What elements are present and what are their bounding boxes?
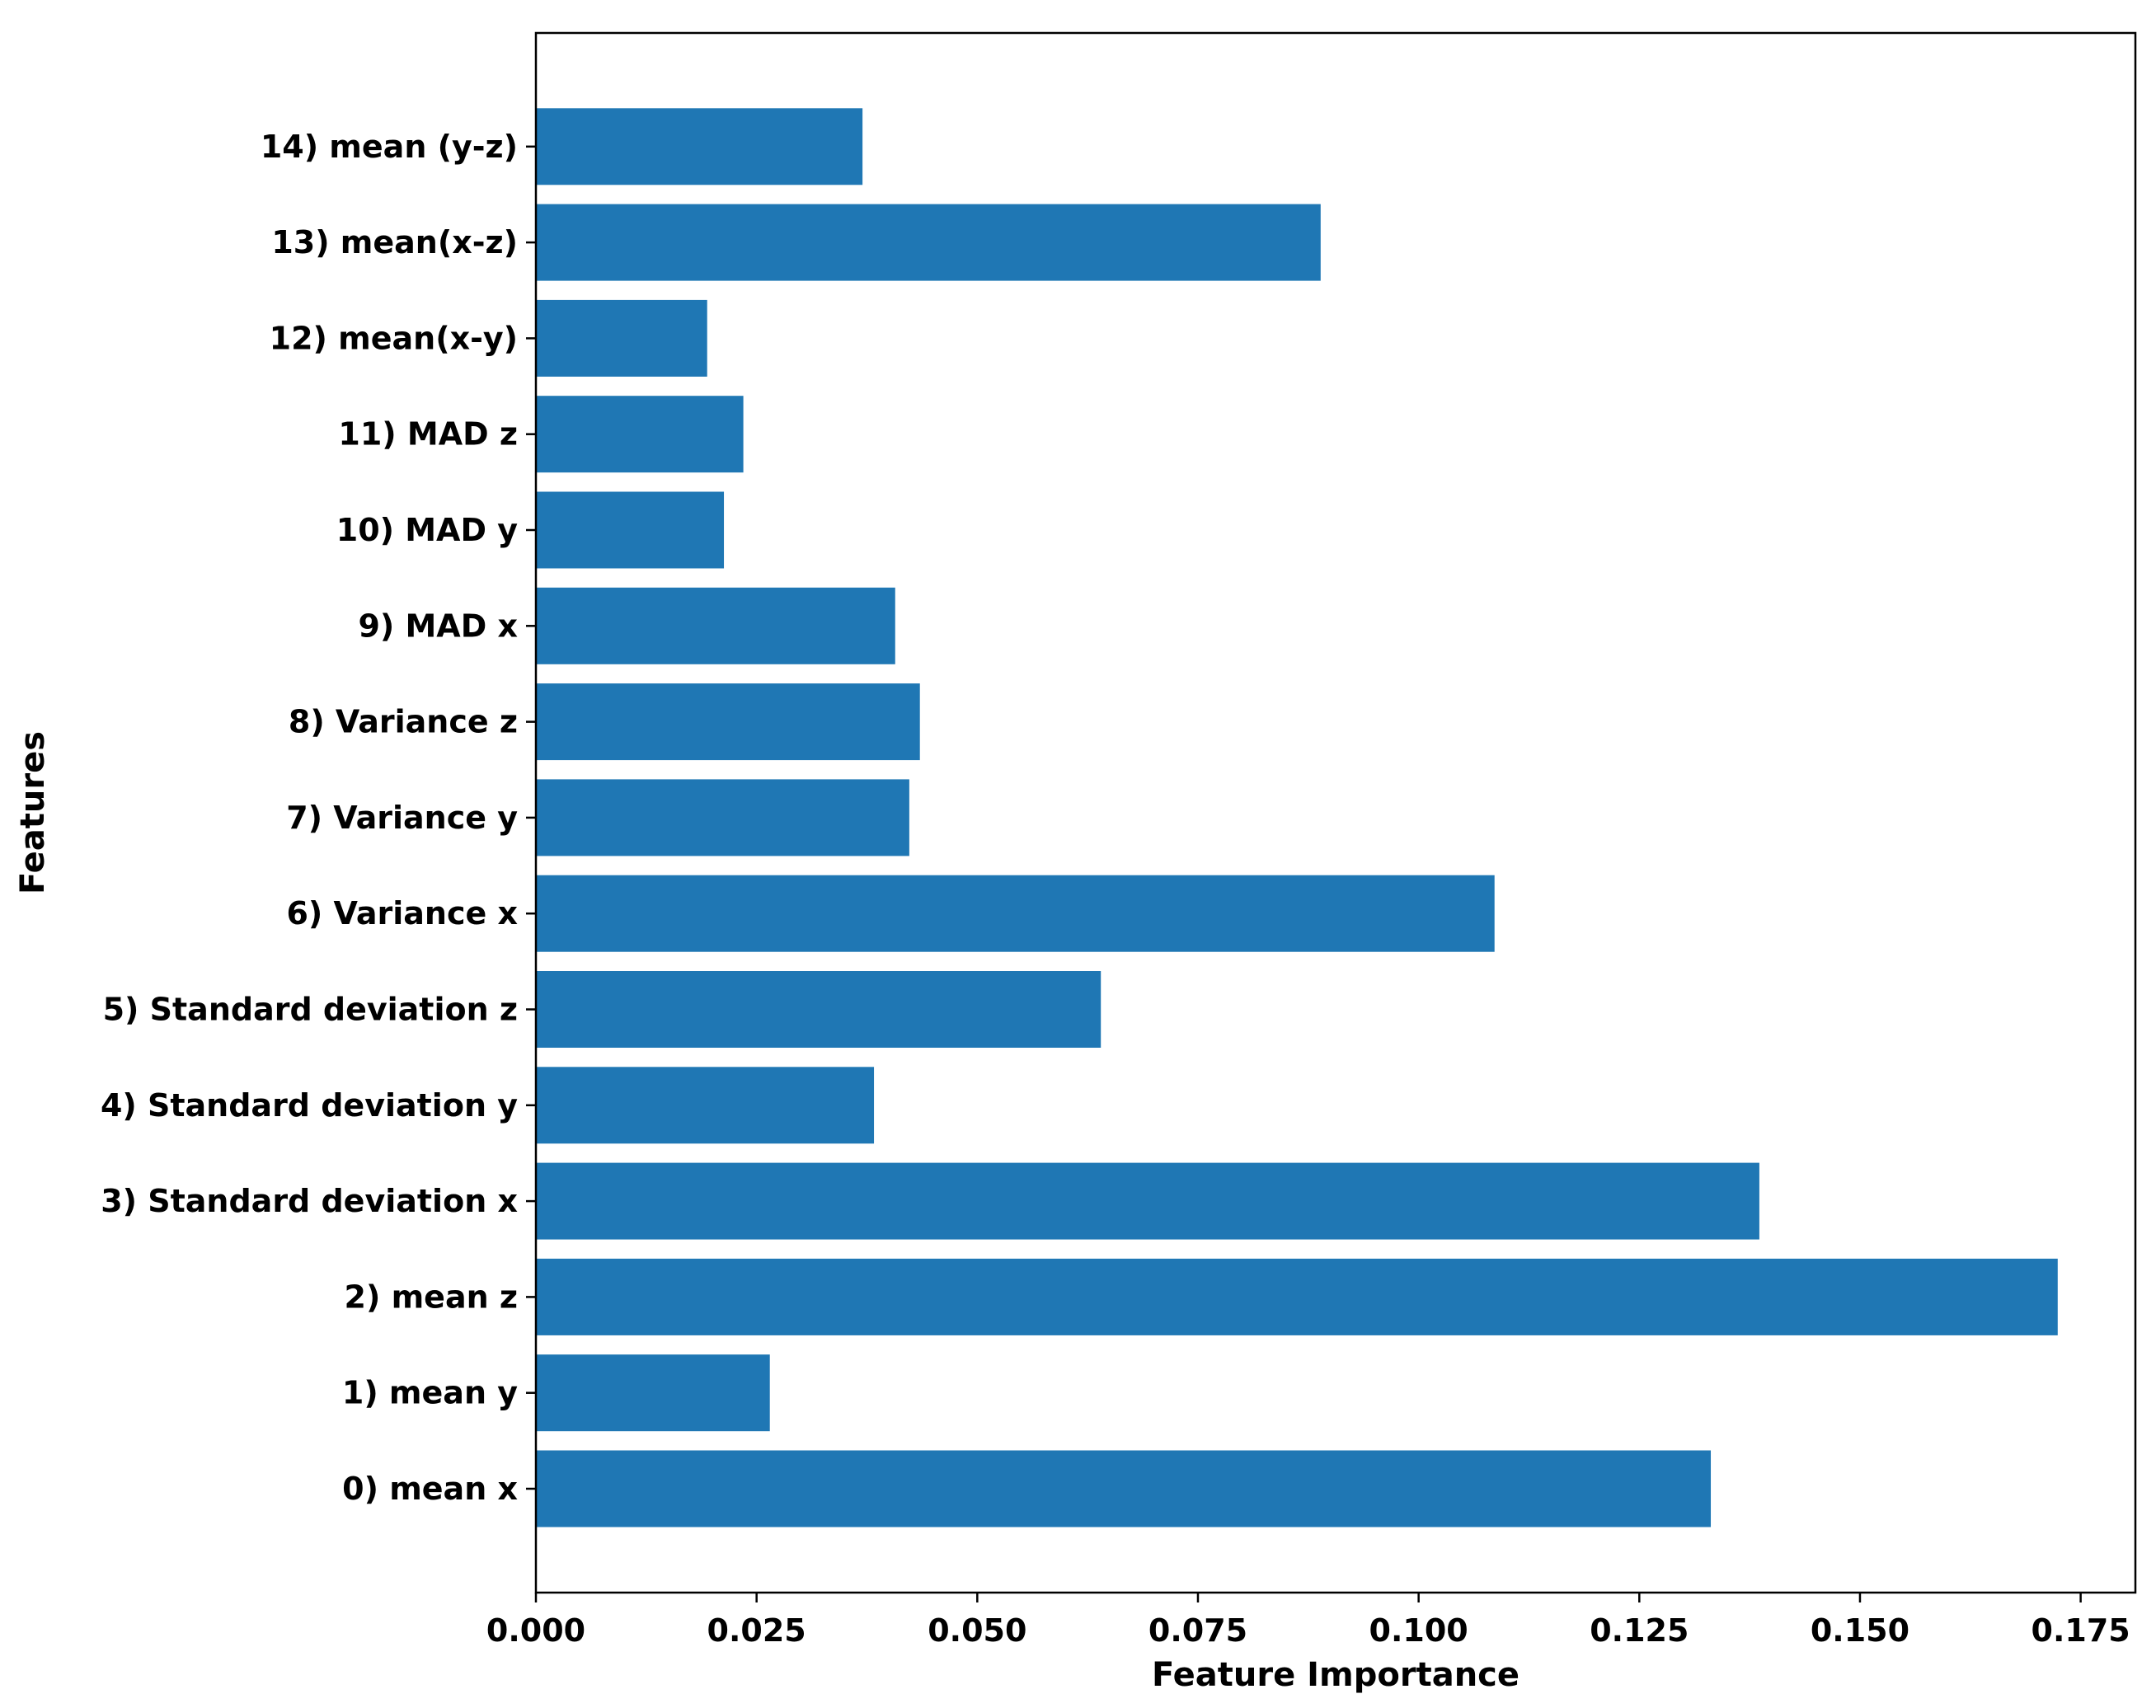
bar-0	[536, 1450, 1712, 1527]
y-tick-label-2: 2) mean z	[345, 1279, 518, 1315]
y-tick-label-6: 6) Variance x	[286, 895, 518, 931]
bar-3	[536, 1162, 1759, 1240]
bar-5	[536, 971, 1101, 1048]
x-tick-label-5: 0.125	[1590, 1612, 1689, 1649]
bar-9	[536, 587, 895, 664]
bar-8	[536, 683, 920, 761]
bar-11	[536, 396, 744, 473]
y-tick-label-11: 11) MAD z	[338, 416, 518, 453]
x-tick-label-3: 0.075	[1148, 1612, 1247, 1649]
bar-6	[536, 875, 1495, 952]
bar-10	[536, 491, 725, 569]
y-tick-label-4: 4) Standard deviation y	[101, 1087, 518, 1124]
bar-2	[536, 1258, 2058, 1335]
x-tick-label-7: 0.175	[2032, 1612, 2130, 1649]
y-axis-label: Features	[14, 731, 52, 894]
y-tick-label-13: 13) mean(x-z)	[271, 224, 518, 260]
x-ticks-group: 0.000 0.025 0.050 0.075 0.100 0.125 0.150 0.175	[486, 1593, 2130, 1649]
bar-4	[536, 1067, 875, 1144]
y-tick-label-3: 3) Standard deviation x	[101, 1183, 518, 1219]
bar-1	[536, 1354, 770, 1432]
y-tick-label-5: 5) Standard deviation z	[103, 992, 518, 1028]
y-tick-label-0: 0) mean x	[342, 1471, 518, 1507]
x-tick-label-0: 0.000	[486, 1612, 585, 1649]
y-tick-label-14: 14) mean (y-z)	[261, 129, 518, 165]
x-tick-label-1: 0.025	[707, 1612, 806, 1649]
y-tick-label-10: 10) MAD y	[336, 512, 518, 548]
y-tick-label-9: 9) MAD x	[358, 608, 518, 644]
x-tick-label-4: 0.100	[1369, 1612, 1468, 1649]
bar-12	[536, 299, 707, 377]
bar-7	[536, 779, 909, 856]
plot-frame	[534, 31, 2137, 1594]
bar-14	[536, 108, 863, 185]
y-tick-label-8: 8) Variance z	[289, 704, 518, 740]
y-ticks-group: 0) mean x 1) mean y 2) mean z 3) Standard d…	[101, 129, 536, 1507]
y-tick-label-7: 7) Variance y	[286, 800, 518, 836]
bars-group	[536, 108, 2058, 1527]
y-tick-label-12: 12) mean(x-y)	[270, 320, 518, 356]
x-axis-label: Feature Importance	[1152, 1656, 1520, 1694]
bar-13	[536, 204, 1321, 281]
y-tick-label-1: 1) mean y	[342, 1375, 518, 1411]
x-tick-label-2: 0.050	[928, 1612, 1026, 1649]
x-tick-label-6: 0.150	[1811, 1612, 1909, 1649]
